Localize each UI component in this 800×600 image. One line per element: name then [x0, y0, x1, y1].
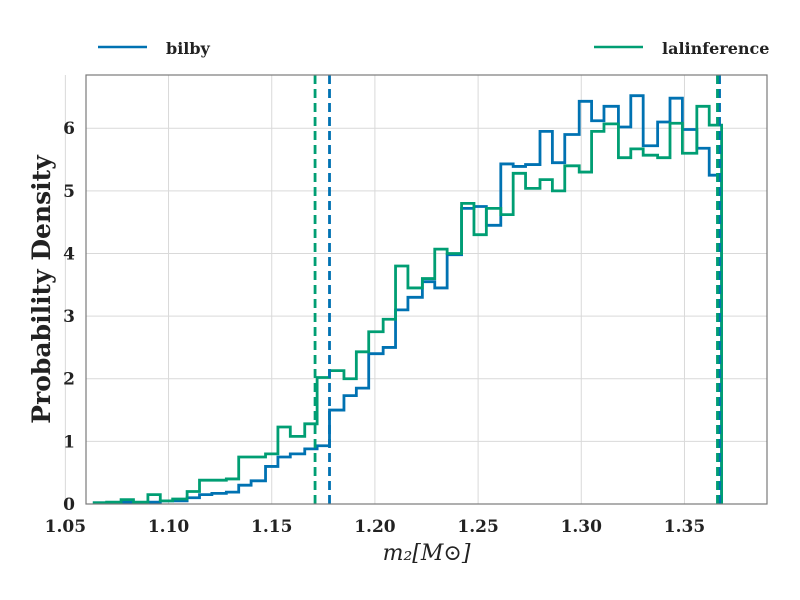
x-tick-label: 1.30 [561, 517, 603, 537]
legend-label-bilby: bilby [166, 39, 211, 58]
credible-interval-lines [313, 75, 721, 504]
legend-label-lalinference: lalinference [662, 39, 769, 58]
series-layer [92, 94, 723, 505]
x-tick-label: 1.10 [148, 517, 190, 537]
legend: bilby lalinference [98, 39, 769, 58]
y-tick-label: 1 [63, 432, 75, 452]
y-tick-labels: 0 1 2 3 4 5 6 [63, 119, 75, 515]
grid [64, 75, 767, 505]
y-tick-label: 4 [63, 244, 75, 264]
plot-frame [85, 74, 768, 505]
x-tick-label: 1.05 [45, 517, 86, 537]
histogram-step-bilby [92, 94, 723, 505]
y-tick-label: 5 [63, 182, 75, 202]
x-tick-label: 1.25 [457, 517, 498, 537]
x-tick-label: 1.20 [354, 517, 396, 537]
x-axis-label: m₂[M⊙] [383, 541, 471, 566]
y-tick-label: 3 [63, 307, 75, 327]
x-tick-labels: 1.05 1.10 1.15 1.20 1.25 1.30 1.35 [45, 517, 705, 537]
y-tick-label: 0 [63, 495, 75, 515]
y-axis-label: Probability Density [27, 154, 56, 424]
y-tick-label: 2 [63, 370, 75, 390]
x-tick-label: 1.35 [664, 517, 705, 537]
y-tick-label: 6 [63, 119, 75, 139]
histogram-step-lalinference [92, 104, 723, 505]
x-tick-label: 1.15 [251, 517, 292, 537]
